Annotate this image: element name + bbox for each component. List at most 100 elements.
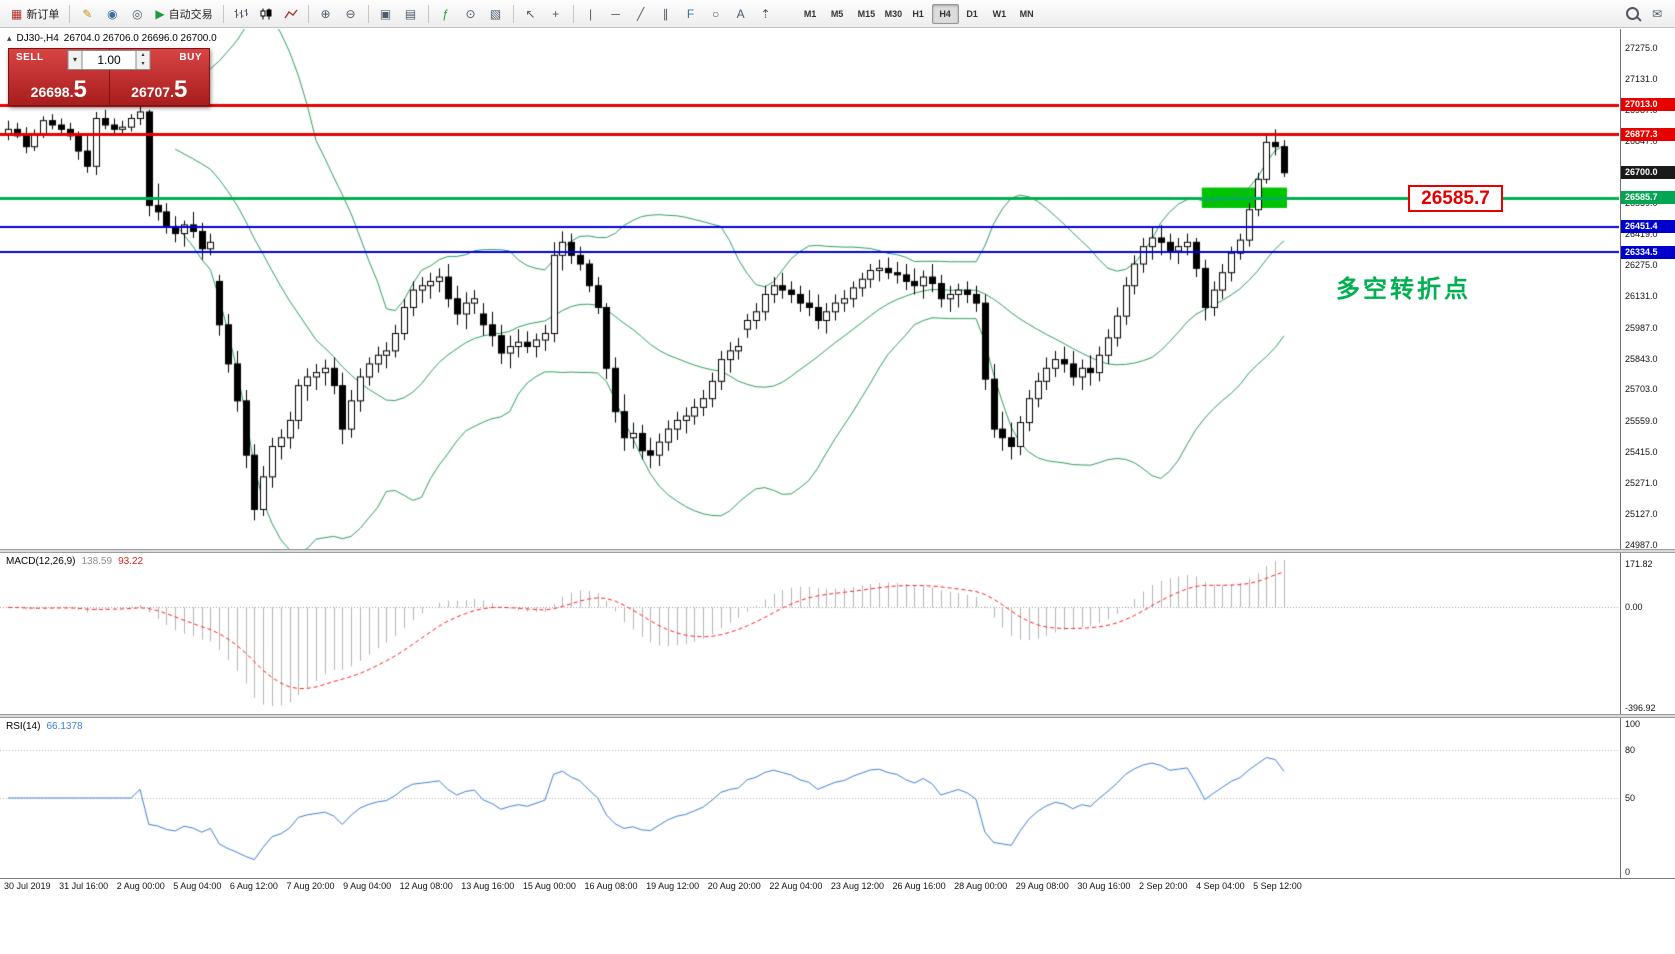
price-axis-tag: 26585.7: [1621, 191, 1675, 205]
timeframe-w1-button[interactable]: W1: [986, 4, 1013, 24]
buy-label: BUY: [179, 52, 202, 63]
cursor-button[interactable]: ↖: [519, 3, 543, 25]
one-click-trading-panel: SELL 26698.5 BUY 26707.5 ▾ ▴▾: [8, 48, 210, 106]
price-axis-tag: 27013.0: [1621, 98, 1675, 112]
cursor-icon: ↖: [525, 6, 536, 21]
autotrading-button[interactable]: ▶ 自动交易: [150, 3, 217, 25]
price-axis-label: 25415.0: [1625, 446, 1658, 457]
sell-price: 26698.5: [30, 76, 87, 103]
tile-windows-button[interactable]: ▣: [374, 3, 398, 25]
horizontal-line-button[interactable]: ─: [604, 3, 628, 25]
volume-input[interactable]: [82, 50, 137, 70]
macd-axis-label: 0.00: [1625, 602, 1643, 613]
timeframe-m1-button[interactable]: M1: [797, 4, 824, 24]
macd-main-value: 138.59: [81, 556, 113, 567]
date-axis-label: 30 Aug 16:00: [1077, 881, 1131, 891]
one-click-collapse-icon[interactable]: ▴: [7, 33, 12, 43]
main-chart-panel[interactable]: ▴ DJ30-,H4 26704.0 26706.0 26696.0 26700…: [0, 29, 1675, 549]
fibonacci-button[interactable]: F: [679, 3, 703, 25]
metaeditor-icon: ✎: [82, 6, 93, 21]
price-chart-canvas[interactable]: [0, 29, 1619, 549]
toolbar-separator: [367, 4, 369, 23]
cascade-windows-button[interactable]: ▤: [399, 3, 423, 25]
volume-dropdown[interactable]: ▾: [67, 50, 83, 70]
rsi-panel[interactable]: RSI(14) 66.1378 100 80 50 0: [0, 718, 1675, 878]
macd-name: MACD(12,26,9): [6, 556, 76, 567]
date-axis-label: 31 Jul 16:00: [59, 881, 109, 891]
timeframe-h1-button[interactable]: H1: [905, 4, 932, 24]
toolbar-separator: [307, 4, 309, 23]
toolbar-separator: [69, 4, 71, 23]
line-chart-button[interactable]: [279, 3, 303, 25]
timeframe-mn-button[interactable]: MN: [1013, 4, 1040, 24]
periods-button[interactable]: ⊙: [459, 3, 483, 25]
macd-panel[interactable]: MACD(12,26,9) 138.59 93.22 171.82 0.00 -39…: [0, 553, 1675, 714]
zoom-out-button[interactable]: ⊖: [339, 3, 363, 25]
time-axis-labels: 30 Jul 2019 31 Jul 16:00 2 Aug 00:00 5 Aug …: [0, 879, 1302, 891]
price-axis-label: 27275.0: [1625, 42, 1658, 53]
price-axis-label: 25843.0: [1625, 353, 1658, 364]
profiles-button[interactable]: ◉: [100, 3, 124, 25]
price-callout-label[interactable]: 26585.7: [1408, 185, 1503, 212]
equidistant-channel-icon: ∥: [662, 6, 669, 21]
date-axis-label: 19 Aug 12:00: [646, 881, 700, 891]
buy-price: 26707.5: [131, 76, 188, 103]
new-order-label: 新订单: [26, 8, 60, 21]
turning-point-note[interactable]: 多空转折点: [1336, 276, 1471, 303]
trendline-button[interactable]: ╱: [629, 3, 653, 25]
volume-spinner[interactable]: ▴ ▾: [136, 50, 151, 70]
templates-icon: ▧: [489, 6, 502, 21]
panel-splitter[interactable]: [0, 549, 1675, 553]
new-order-icon: ▦: [11, 6, 23, 21]
new-order-button[interactable]: ▦ 新订单: [6, 3, 64, 25]
date-axis-label: 30 Jul 2019: [4, 881, 51, 891]
zoom-in-button[interactable]: ⊕: [314, 3, 338, 25]
time-axis: 30 Jul 2019 31 Jul 16:00 2 Aug 00:00 5 Aug …: [0, 878, 1675, 896]
metaeditor-button[interactable]: ✎: [75, 3, 99, 25]
line-chart-icon: [283, 9, 298, 18]
equidistant-channel-button[interactable]: ∥: [654, 3, 678, 25]
timeframe-d1-button[interactable]: D1: [959, 4, 986, 24]
profiles-icon: ◉: [107, 6, 118, 21]
search-button[interactable]: [1620, 3, 1644, 25]
toolbar-separator: [427, 4, 429, 23]
candlestick-chart-button[interactable]: [254, 3, 278, 25]
timeframe-h4-button[interactable]: H4: [931, 3, 959, 24]
rsi-canvas[interactable]: [0, 718, 1619, 878]
fibonacci-icon: F: [686, 6, 695, 21]
price-axis-tag: 26877.3: [1621, 127, 1675, 141]
volume-up-icon[interactable]: ▴: [141, 52, 145, 58]
vertical-line-button[interactable]: |: [579, 3, 603, 25]
panel-splitter[interactable]: [0, 714, 1675, 718]
toolbar-separator: [572, 4, 574, 23]
sell-button[interactable]: SELL 26698.5: [8, 48, 109, 106]
shapes-button[interactable]: ○: [704, 3, 728, 25]
indicators-button[interactable]: ƒ: [434, 3, 458, 25]
rsi-label-row: RSI(14) 66.1378: [6, 721, 83, 732]
timeframe-m15-button[interactable]: M15: [851, 4, 878, 24]
macd-canvas[interactable]: [0, 553, 1619, 714]
text-label-button[interactable]: A: [729, 3, 753, 25]
volume-down-icon[interactable]: ▾: [141, 61, 145, 67]
periods-icon: ⊙: [465, 6, 476, 21]
date-axis-label: 22 Aug 04:00: [769, 881, 823, 891]
arrows-button[interactable]: ⇡: [754, 3, 778, 25]
templates-button[interactable]: ▧: [484, 3, 508, 25]
bar-chart-button[interactable]: [229, 3, 253, 25]
timeframe-m30-button[interactable]: M30: [878, 4, 905, 24]
alerts-button[interactable]: ◎: [125, 3, 149, 25]
timeframe-m5-button[interactable]: M5: [824, 4, 851, 24]
date-axis-label: 5 Sep 12:00: [1253, 881, 1302, 891]
volume-control: ▾ ▴▾: [67, 50, 151, 70]
toolbar-separator: [222, 4, 224, 23]
shapes-icon: ○: [711, 6, 720, 21]
macd-axis-label: 171.82: [1625, 558, 1653, 569]
crosshair-button[interactable]: +: [544, 3, 568, 25]
date-axis-label: 15 Aug 00:00: [522, 881, 576, 891]
rsi-axis-label: 0: [1625, 867, 1631, 877]
price-axis-label: 26275.0: [1625, 260, 1658, 271]
price-axis-label: 25559.0: [1625, 415, 1658, 426]
mail-button[interactable]: ✉: [1645, 3, 1669, 25]
trendline-icon: ╱: [636, 6, 645, 21]
